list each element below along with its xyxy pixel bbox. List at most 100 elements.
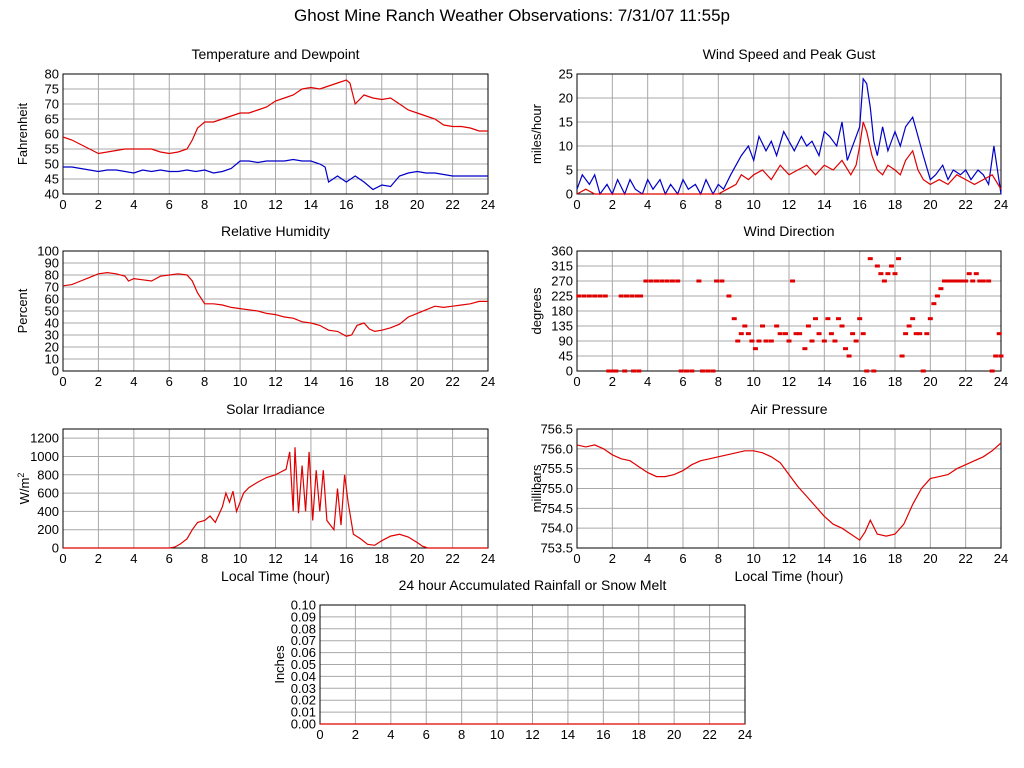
x-tick-label: 18 [888, 374, 902, 389]
x-tick-label: 22 [445, 374, 459, 389]
x-tick-label: 0 [573, 197, 580, 212]
x-tick-label: 6 [679, 197, 686, 212]
x-tick-label: 8 [458, 727, 465, 742]
x-tick-label: 14 [304, 551, 318, 566]
y-axis-label: Fahrenheit [15, 103, 30, 166]
y-tick-label: 0.04 [291, 669, 316, 684]
y-tick-label: 20 [559, 91, 573, 106]
x-tick-label: 0 [573, 551, 580, 566]
x-tick-label: 16 [339, 551, 353, 566]
x-tick-label: 6 [166, 551, 173, 566]
chart-title: Wind Speed and Peak Gust [703, 46, 876, 62]
x-tick-label: 4 [130, 197, 137, 212]
y-tick-label: 100 [37, 244, 59, 259]
x-tick-label: 24 [738, 727, 752, 742]
x-tick-label: 8 [201, 374, 208, 389]
x-tick-label: 8 [201, 197, 208, 212]
chart-title: Temperature and Dewpoint [191, 46, 359, 62]
x-tick-label: 22 [445, 197, 459, 212]
y-tick-label: 600 [37, 486, 59, 501]
plot-frame [576, 250, 1002, 372]
plot-frame [62, 428, 489, 549]
x-axis-label: Local Time (hour) [221, 568, 330, 584]
series-line-2 [576, 121, 1002, 195]
y-tick-label: 60 [45, 127, 59, 142]
x-tick-label: 6 [166, 197, 173, 212]
x-tick-label: 24 [481, 551, 495, 566]
y-tick-label: 0.06 [291, 645, 316, 660]
y-tick-label: 10 [45, 352, 59, 367]
y-tick-label: 0.05 [291, 657, 316, 672]
y-tick-label: 0 [52, 541, 59, 556]
x-tick-label: 10 [233, 197, 247, 212]
x-tick-label: 20 [667, 727, 681, 742]
y-tick-label: 40 [45, 316, 59, 331]
y-axis-label: degrees [529, 287, 544, 334]
x-tick-label: 14 [561, 727, 575, 742]
x-tick-label: 10 [746, 374, 760, 389]
x-tick-label: 10 [233, 551, 247, 566]
x-tick-label: 24 [994, 374, 1008, 389]
x-tick-label: 16 [339, 197, 353, 212]
y-tick-label: 0.08 [291, 621, 316, 636]
chart-rain: 0 2 4 6 8 10 12 14 16 18 20 22 240.000.010.020.030.0… [272, 577, 752, 742]
y-tick-label: 45 [45, 172, 59, 187]
y-tick-label: 15 [559, 115, 573, 130]
y-tick-label: 45 [559, 349, 573, 364]
x-tick-label: 18 [888, 197, 902, 212]
y-tick-label: 0 [566, 364, 573, 379]
y-axis-label: miles/hour [529, 103, 544, 164]
y-tick-label: 80 [45, 268, 59, 283]
x-tick-label: 12 [268, 197, 282, 212]
page-title: Ghost Mine Ranch Weather Observations: 7… [294, 6, 730, 25]
y-tick-label: 315 [551, 259, 573, 274]
y-tick-label: 755.5 [540, 461, 573, 476]
x-tick-label: 14 [304, 374, 318, 389]
x-tick-label: 2 [352, 727, 359, 742]
x-axis-label: Local Time (hour) [735, 568, 844, 584]
y-axis-label: Percent [15, 288, 30, 333]
y-tick-label: 360 [551, 244, 573, 259]
x-tick-label: 22 [958, 374, 972, 389]
x-tick-label: 4 [644, 197, 651, 212]
x-tick-label: 0 [316, 727, 323, 742]
x-tick-label: 22 [445, 551, 459, 566]
y-tick-label: 1200 [30, 431, 59, 446]
y-tick-label: 270 [551, 274, 573, 289]
x-tick-label: 10 [746, 197, 760, 212]
x-tick-label: 16 [852, 197, 866, 212]
x-tick-label: 0 [59, 551, 66, 566]
y-tick-label: 754.0 [540, 521, 573, 536]
y-tick-label: 225 [551, 289, 573, 304]
y-tick-label: 1000 [30, 449, 59, 464]
plot-frame [576, 73, 1002, 195]
y-tick-label: 70 [45, 280, 59, 295]
x-tick-label: 8 [201, 551, 208, 566]
x-tick-label: 24 [994, 197, 1008, 212]
x-tick-label: 10 [233, 374, 247, 389]
y-tick-label: 0.10 [291, 598, 316, 613]
x-tick-label: 14 [817, 197, 831, 212]
x-tick-label: 6 [679, 374, 686, 389]
chart-winddir: 0 2 4 6 8 10 12 14 16 18 20 22 240459013518022527031… [529, 223, 1008, 389]
x-tick-label: 8 [715, 551, 722, 566]
x-tick-label: 22 [958, 551, 972, 566]
x-tick-label: 2 [609, 374, 616, 389]
series-line-1 [63, 447, 488, 549]
y-tick-label: 20 [45, 340, 59, 355]
series-line-2 [63, 158, 488, 191]
x-tick-label: 14 [304, 197, 318, 212]
y-tick-label: 135 [551, 319, 573, 334]
x-tick-label: 2 [609, 197, 616, 212]
y-tick-label: 75 [45, 82, 59, 97]
x-tick-label: 18 [375, 374, 389, 389]
x-tick-label: 12 [268, 374, 282, 389]
y-tick-label: 0.03 [291, 681, 316, 696]
x-tick-label: 24 [481, 197, 495, 212]
y-tick-label: 180 [551, 304, 573, 319]
x-tick-label: 24 [481, 374, 495, 389]
x-tick-label: 20 [923, 197, 937, 212]
y-tick-label: 754.5 [540, 501, 573, 516]
